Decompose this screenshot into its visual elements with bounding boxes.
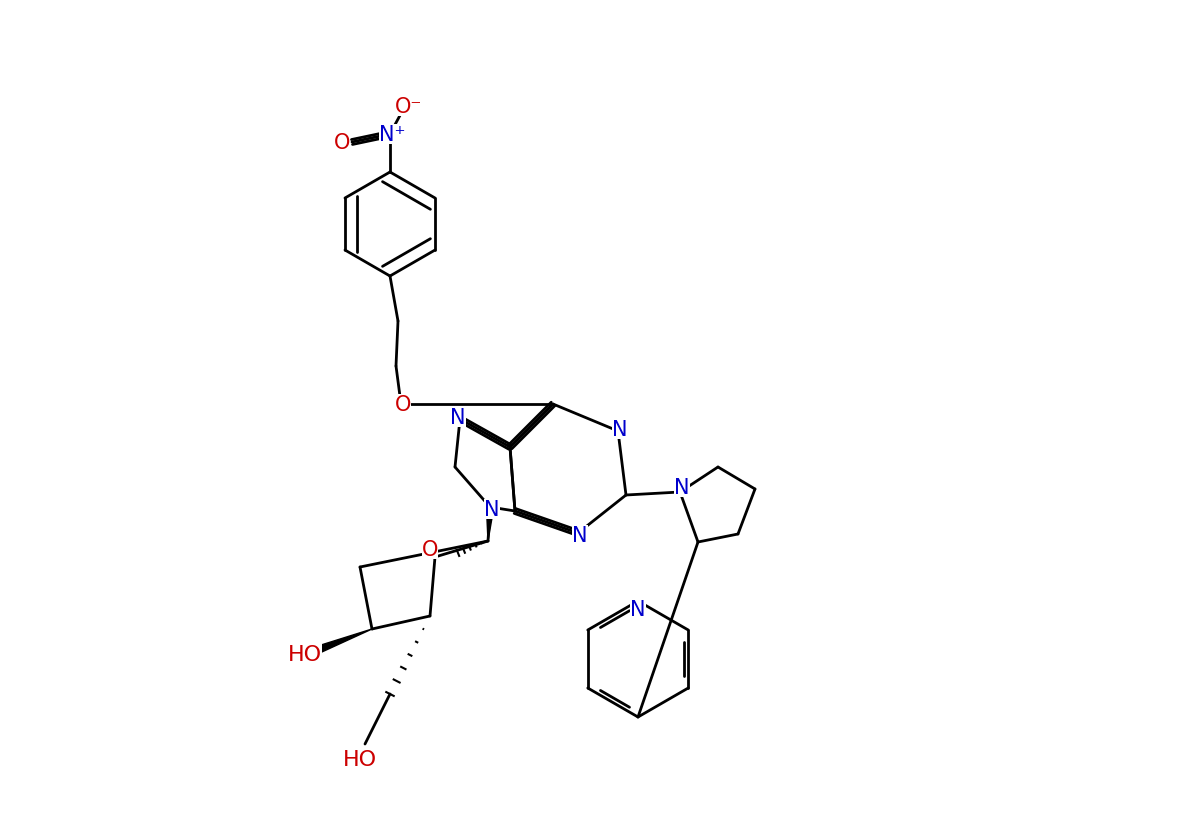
Text: N: N: [631, 599, 646, 619]
Text: O: O: [395, 395, 412, 415]
Text: HO: HO: [288, 645, 322, 665]
Text: HO: HO: [343, 749, 377, 769]
Text: N: N: [612, 420, 628, 440]
Text: N: N: [450, 407, 465, 427]
Text: N⁺: N⁺: [378, 125, 406, 145]
Text: N: N: [675, 477, 690, 497]
Text: N: N: [484, 499, 500, 519]
Text: O: O: [421, 539, 438, 559]
Text: N: N: [572, 525, 588, 545]
Polygon shape: [319, 630, 372, 652]
Text: O⁻: O⁻: [395, 97, 422, 117]
Polygon shape: [487, 509, 494, 542]
Text: O: O: [334, 133, 350, 153]
